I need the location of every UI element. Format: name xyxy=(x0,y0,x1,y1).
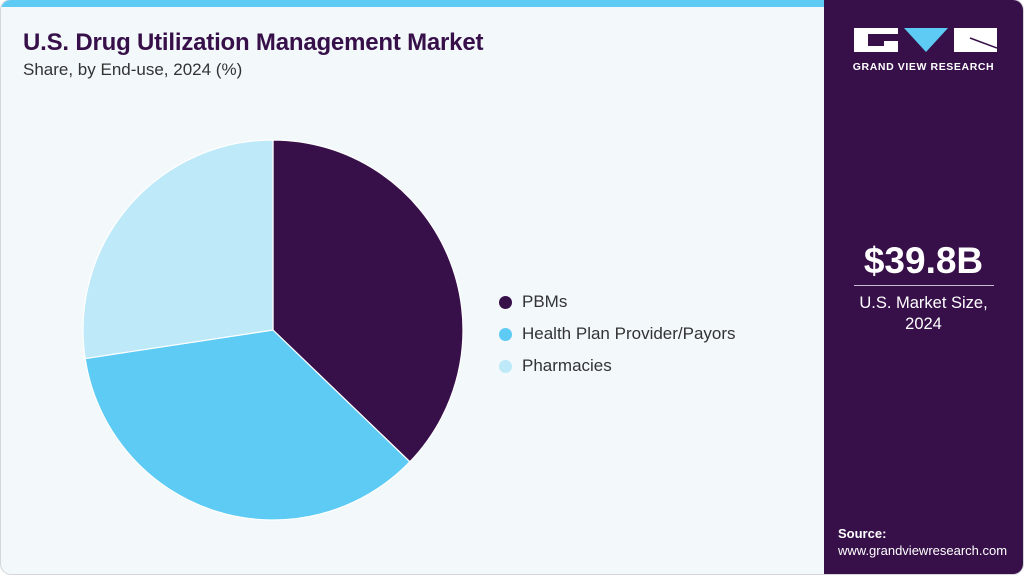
legend-label: Pharmacies xyxy=(522,356,612,375)
brand-name: GRAND VIEW RESEARCH xyxy=(852,61,995,73)
source-label: Source: xyxy=(838,526,887,541)
pie-slice-pharmacies xyxy=(82,139,274,360)
pie-chart xyxy=(82,139,464,521)
pie-slice-health-plan-provider-payors xyxy=(84,329,411,521)
legend: PBMs Health Plan Provider/Payors Pharmac… xyxy=(499,286,736,382)
chart-title: U.S. Drug Utilization Management Market xyxy=(23,29,484,56)
market-size-label-line1: U.S. Market Size, xyxy=(859,294,988,312)
top-accent-bar xyxy=(1,0,824,7)
grand-view-research-logo-icon xyxy=(854,28,997,52)
legend-label: Health Plan Provider/Payors xyxy=(522,324,736,343)
pie-slice-pbms xyxy=(272,139,464,463)
legend-dot-icon xyxy=(499,327,512,341)
source-link[interactable]: www.grandviewresearch.com xyxy=(838,543,1008,558)
sidebar-panel: GRAND VIEW RESEARCH $39.8B U.S. Market S… xyxy=(824,0,1023,574)
legend-dot-icon xyxy=(499,295,512,309)
market-size-label: U.S. Market Size, 2024 xyxy=(824,293,1023,335)
market-size-label-line2: 2024 xyxy=(905,315,942,333)
market-size-value: $39.8B xyxy=(863,240,984,281)
legend-item-pbms: PBMs xyxy=(499,286,736,318)
legend-item-health-plan: Health Plan Provider/Payors xyxy=(499,318,736,350)
legend-item-pharmacies: Pharmacies xyxy=(499,350,736,382)
chart-subtitle: Share, by End-use, 2024 (%) xyxy=(23,60,243,79)
divider xyxy=(854,285,994,286)
legend-label: PBMs xyxy=(522,292,568,311)
legend-dot-icon xyxy=(499,359,512,373)
